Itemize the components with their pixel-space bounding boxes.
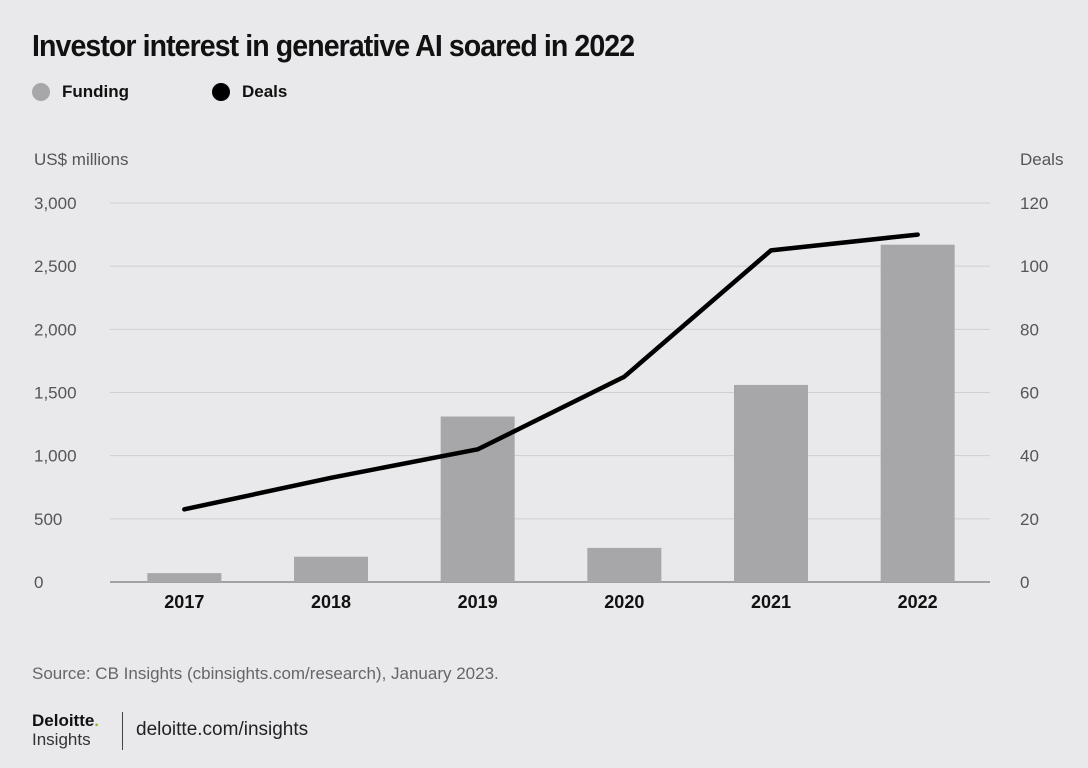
bar-funding-2018	[294, 556, 368, 582]
category-labels: 2017 2018 2019 2020 2021 2022	[164, 592, 937, 612]
left-tick-label: 500	[34, 510, 62, 529]
legend-swatch-funding	[32, 83, 50, 101]
category-label: 2017	[164, 592, 204, 612]
bar-funding-2019	[440, 416, 515, 582]
left-tick-label: 2,000	[34, 320, 77, 339]
deloitte-logo: Deloitte. Insights	[32, 712, 99, 748]
footer-divider	[122, 712, 123, 750]
category-label: 2018	[311, 592, 351, 612]
left-axis-unit: US$ millions	[34, 150, 129, 169]
category-label: 2020	[604, 592, 644, 612]
legend-label-funding: Funding	[62, 82, 130, 101]
legend-item-deals: Deals	[212, 82, 287, 102]
right-tick-label: 60	[1020, 384, 1039, 403]
deals-line	[182, 232, 920, 512]
category-label: 2021	[751, 592, 791, 612]
right-tick-label: 40	[1020, 447, 1039, 466]
funding-bars	[147, 244, 955, 582]
left-tick-label: 3,000	[34, 194, 77, 213]
logo-wordmark: Deloitte	[32, 711, 95, 730]
logo-subtitle: Insights	[32, 730, 91, 749]
bar-funding-2020	[587, 547, 662, 582]
site-link[interactable]: deloitte.com/insights	[136, 719, 309, 740]
bar-funding-2022	[880, 244, 955, 582]
logo-dot: .	[94, 713, 99, 730]
right-tick-label: 120	[1020, 194, 1048, 213]
bar-funding-2021	[734, 384, 808, 582]
right-tick-label: 20	[1020, 510, 1039, 529]
deals-line-group	[182, 232, 920, 512]
right-axis-ticks: 0 20 40 60 80 100 120	[1020, 194, 1048, 592]
left-tick-label: 1,500	[34, 384, 77, 403]
legend-swatch-deals	[212, 83, 230, 101]
legend-label-deals: Deals	[242, 82, 288, 101]
left-tick-label: 0	[34, 573, 43, 592]
right-tick-label: 100	[1020, 257, 1048, 276]
category-label: 2019	[458, 592, 498, 612]
left-tick-label: 2,500	[34, 257, 77, 276]
right-axis-unit: Deals	[1020, 150, 1064, 169]
left-tick-label: 1,000	[34, 447, 77, 466]
chart-title: Investor interest in generative AI soare…	[32, 28, 635, 63]
right-tick-label: 0	[1020, 573, 1029, 592]
legend-item-funding: Funding	[32, 82, 129, 102]
bar-funding-2017	[147, 573, 222, 582]
left-axis-ticks: 0 500 1,000 1,500 2,000 2,500 3,000	[34, 194, 77, 592]
right-tick-label: 80	[1020, 320, 1039, 339]
category-label: 2022	[898, 592, 938, 612]
gridlines	[110, 202, 990, 583]
source-note: Source: CB Insights (cbinsights.com/rese…	[32, 664, 499, 683]
